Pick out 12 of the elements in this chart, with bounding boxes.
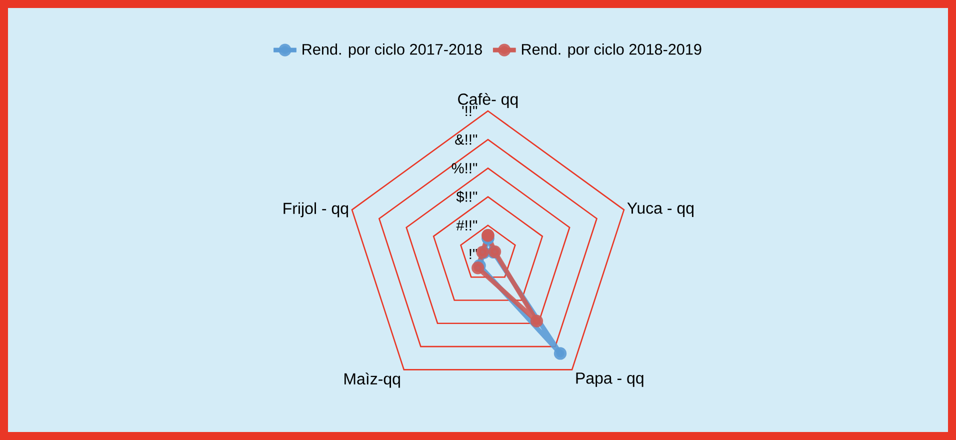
y-tick-label: '!!": [462, 106, 478, 116]
y-tick-label: %!!": [452, 163, 478, 174]
legend-label: Rend. por ciclo 2017-2018: [302, 44, 482, 58]
spoke-label: Frijol - qq: [284, 202, 348, 218]
y-tick-label: &!!": [455, 134, 478, 145]
y-tick-label: !": [470, 248, 478, 260]
legend-label: Rend. por ciclo 2018-2019: [522, 44, 702, 58]
spoke-label: Yuca - qq: [627, 202, 694, 217]
spoke-label: Maìz-qq: [344, 372, 400, 388]
y-tick-label: $!!": [456, 190, 478, 203]
spoke-label: Papa - qq: [576, 372, 644, 387]
y-tick-label: #!!": [456, 220, 478, 230]
